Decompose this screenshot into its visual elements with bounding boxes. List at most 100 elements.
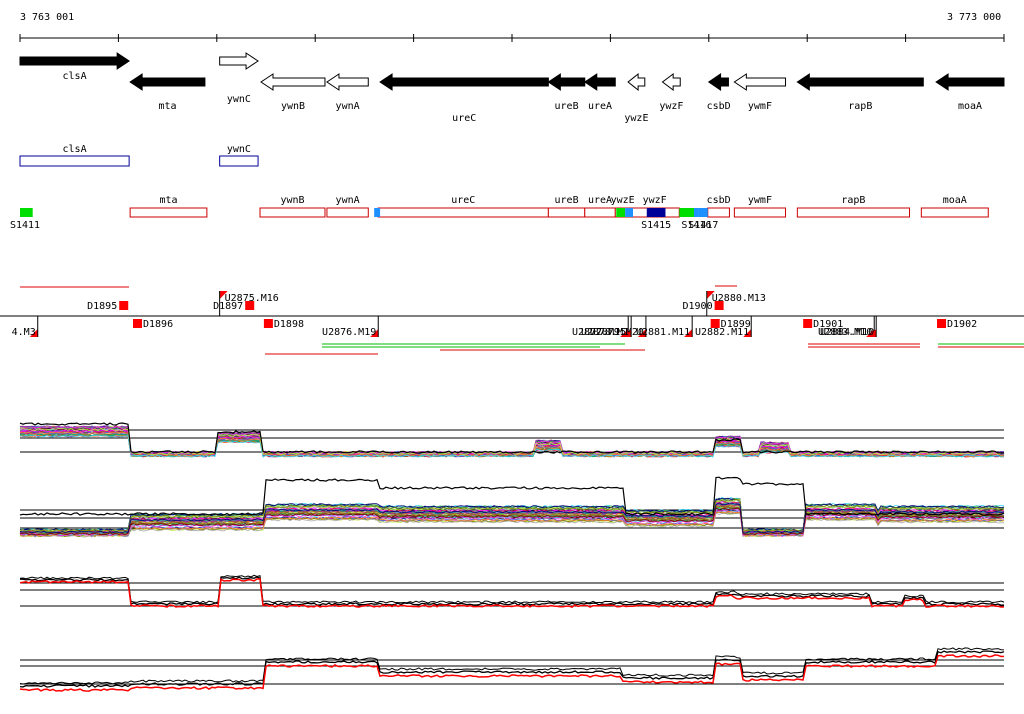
track1-series bbox=[20, 431, 1005, 457]
gene-label-ywnC: ywnC bbox=[227, 94, 251, 105]
feature-box-D1902 bbox=[937, 319, 947, 328]
gene-label-moaA: moaA bbox=[958, 101, 982, 112]
gene-label-ywnA: ywnA bbox=[336, 101, 360, 112]
minus-box-label-ywmF: ywmF bbox=[748, 195, 772, 206]
track1-series bbox=[19, 427, 1005, 455]
gene-arrow-ureB bbox=[547, 73, 586, 91]
plus-box-label-ywnC: ywnC bbox=[227, 144, 251, 155]
track2-series bbox=[19, 499, 1005, 533]
track2-series bbox=[19, 502, 1005, 534]
gene-label-csbD: csbD bbox=[707, 101, 731, 112]
gene-arrow-moaA bbox=[935, 73, 1005, 91]
coordinate-ruler bbox=[19, 34, 1005, 42]
ruler-end-label: 3 773 000 bbox=[947, 12, 1002, 23]
track2-series bbox=[19, 510, 1005, 537]
gene-label-ureA: ureA bbox=[588, 101, 612, 112]
minus-box-ureB bbox=[547, 207, 586, 218]
track2-series bbox=[19, 501, 1005, 534]
feature-label-D1899: D1899 bbox=[721, 319, 751, 330]
minus-box-ywmF bbox=[733, 207, 787, 218]
ruler-start-label: 3 763 001 bbox=[20, 12, 75, 23]
feature-label-U2875.M16: U2875.M16 bbox=[225, 293, 279, 304]
track2-series bbox=[19, 508, 1005, 536]
feature-flag-U2878.M1 bbox=[623, 329, 632, 337]
segment-1 bbox=[374, 208, 381, 217]
track1-series bbox=[19, 422, 1005, 454]
gene-arrow-csbD bbox=[707, 73, 729, 91]
feature-flag-U2879.M20 bbox=[637, 329, 646, 337]
feature-flag-U2884.M10 bbox=[868, 329, 877, 337]
track1-series bbox=[19, 426, 1004, 455]
feature-box-D1897 bbox=[245, 301, 255, 310]
minus-box-label-ureC: ureC bbox=[451, 195, 475, 206]
segment-2 bbox=[616, 208, 626, 217]
track1-series bbox=[19, 426, 1005, 455]
feature-label-U2880.M13: U2880.M13 bbox=[712, 293, 766, 304]
track2-series bbox=[19, 507, 1005, 536]
feature-flag-U2882.M11 bbox=[743, 329, 752, 337]
feature-box-D1896 bbox=[133, 319, 143, 328]
gene-label-ywzF: ywzF bbox=[659, 101, 683, 112]
segment-label-S1411: S1411 bbox=[10, 220, 40, 231]
track4-series bbox=[19, 650, 1005, 688]
track1-series bbox=[19, 426, 1005, 455]
gene-arrow-ywnA bbox=[326, 73, 369, 91]
feature-label-D1902: D1902 bbox=[947, 319, 977, 330]
segment-3 bbox=[625, 208, 633, 217]
track1-series bbox=[19, 426, 1005, 455]
feature-label-D1896: D1896 bbox=[143, 319, 173, 330]
feature-flag-U2880.M13 bbox=[706, 291, 715, 299]
feature-box-D1899 bbox=[710, 319, 720, 328]
feature-label-U2878.M1: U2878.M1 bbox=[581, 327, 629, 338]
track2-series bbox=[19, 497, 1005, 532]
feature-box-D1895 bbox=[119, 301, 129, 310]
gene-arrow-ywnB bbox=[260, 73, 326, 91]
segment-label-S1416: S1416 bbox=[681, 220, 711, 231]
gene-arrow-ywmF bbox=[733, 73, 787, 91]
feature-label-D1900: D1900 bbox=[683, 301, 713, 312]
gene-arrow-ywnC bbox=[219, 52, 259, 70]
track4-series bbox=[19, 647, 1005, 685]
feature-label-U2883.M10: U2883.M10 bbox=[818, 327, 872, 338]
track2-series bbox=[19, 505, 1005, 535]
feature-label-U2877.M15: U2877.M15 bbox=[572, 327, 626, 338]
gene-label-clsA: clsA bbox=[63, 71, 87, 82]
minus-box-label-rapB: rapB bbox=[841, 195, 865, 206]
gene-label-ywmF: ywmF bbox=[748, 101, 772, 112]
track2-series bbox=[19, 476, 1005, 516]
gene-arrow-ureA bbox=[583, 73, 616, 91]
segment-S1416 bbox=[694, 208, 699, 217]
feature-label-D1901: D1901 bbox=[813, 319, 843, 330]
gene-label-ureC: ureC bbox=[452, 113, 476, 124]
minus-box-label-ywzE: ywzE bbox=[611, 195, 635, 206]
segment-label-S1417: S1417 bbox=[688, 220, 718, 231]
gene-arrow-rapB bbox=[796, 73, 924, 91]
feature-label-D1897: D1897 bbox=[213, 301, 243, 312]
minus-box-rapB bbox=[796, 207, 911, 218]
track2-series bbox=[19, 510, 1005, 537]
track1-series bbox=[19, 426, 1005, 455]
segment-S1411 bbox=[20, 208, 33, 217]
plus-box-clsA bbox=[19, 155, 130, 167]
gene-arrow-mta bbox=[129, 73, 206, 91]
track3-series bbox=[19, 574, 1005, 604]
segment-S1415 bbox=[646, 208, 666, 217]
feature-label-U2881.M11: U2881.M11 bbox=[636, 327, 690, 338]
minus-box-moaA bbox=[920, 207, 989, 218]
plus-box-ywnC bbox=[219, 155, 259, 167]
feature-flag-U2876.M19 bbox=[370, 329, 379, 337]
minus-box-ureC bbox=[377, 207, 549, 218]
feature-flag-U2875.M16 bbox=[219, 291, 228, 299]
minus-box-ywnA bbox=[326, 207, 369, 218]
minus-box-label-ywnA: ywnA bbox=[336, 195, 360, 206]
minus-box-label-ywnB: ywnB bbox=[280, 195, 304, 206]
feature-box-D1901 bbox=[803, 319, 813, 328]
gene-arrow-ureC bbox=[379, 73, 549, 91]
feature-label-U2876.M19: U2876.M19 bbox=[322, 327, 376, 338]
feature-label-D1895: D1895 bbox=[87, 301, 117, 312]
track3-series bbox=[20, 576, 1005, 606]
